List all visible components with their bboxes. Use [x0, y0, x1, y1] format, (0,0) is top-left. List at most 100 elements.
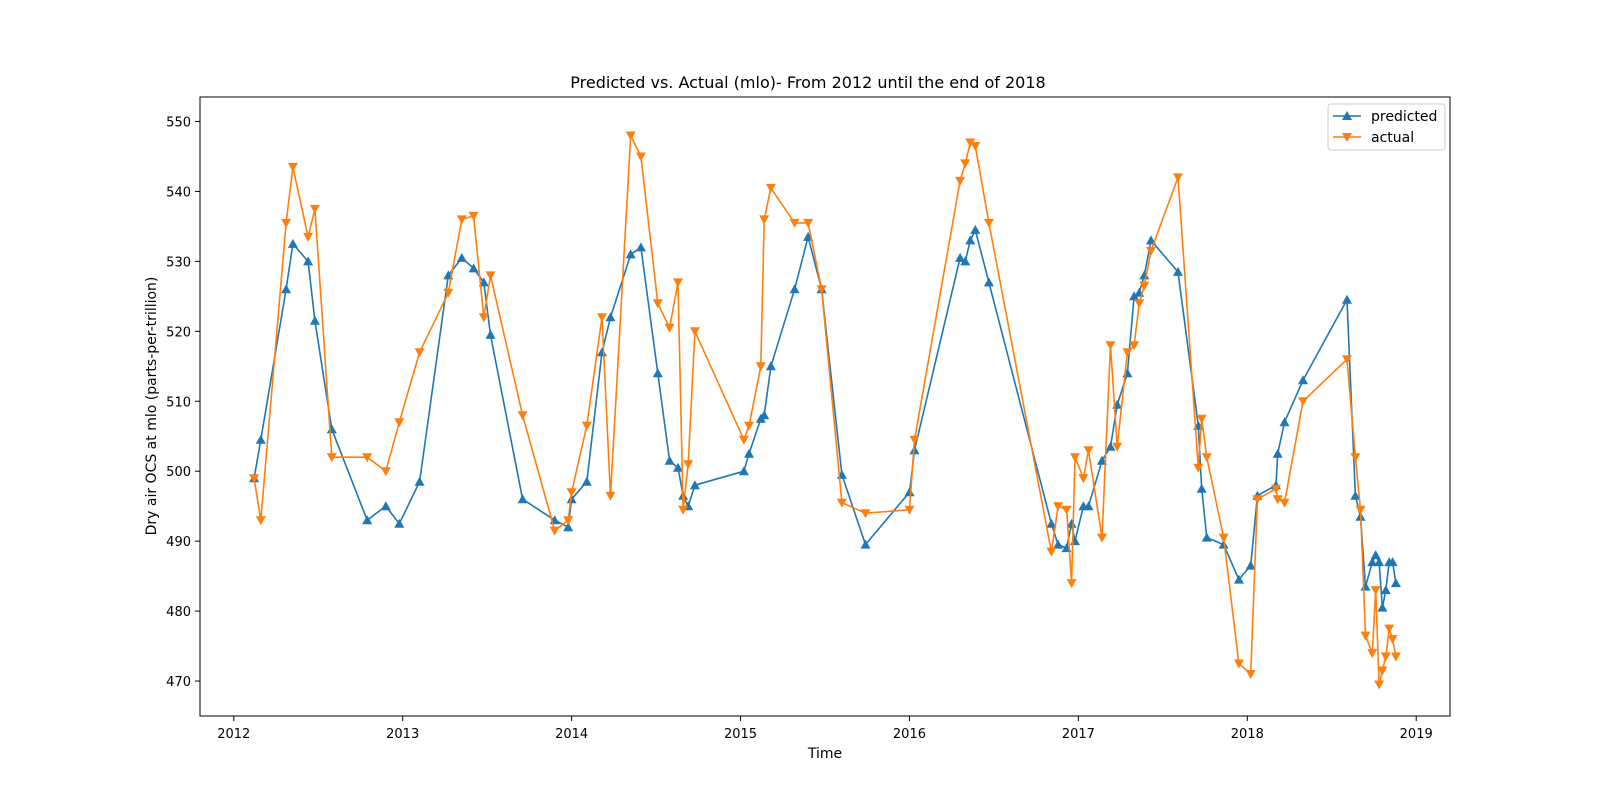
series-layer	[249, 131, 1401, 690]
predicted-point	[581, 476, 592, 486]
actual-point	[517, 411, 528, 421]
actual-point	[1370, 586, 1381, 596]
y-tick-label: 480	[166, 605, 191, 620]
actual-point	[1129, 341, 1140, 351]
actual-point	[1053, 502, 1064, 512]
actual-point	[689, 327, 700, 337]
predicted-point	[673, 462, 683, 472]
actual-point	[1367, 649, 1378, 659]
actual-point	[1252, 495, 1263, 505]
actual-point	[678, 505, 689, 515]
y-axis-label: Dry air OCS at mlo (parts-per-trillion)	[144, 277, 160, 536]
actual-point	[683, 460, 694, 470]
predicted-point	[1298, 375, 1308, 385]
predicted-point	[1370, 550, 1381, 560]
predicted-point	[689, 480, 700, 490]
actual-point	[566, 488, 577, 498]
actual-point	[816, 285, 827, 295]
actual-point	[789, 218, 800, 228]
predicted-point	[605, 312, 616, 322]
actual-point	[281, 218, 292, 228]
predicted-point	[287, 238, 298, 248]
actual-point	[909, 435, 920, 445]
predicted-point	[563, 522, 574, 532]
predicted-point	[1374, 557, 1385, 567]
x-tick-label: 2013	[386, 727, 419, 742]
predicted-point	[625, 249, 636, 259]
axis-layer: 2012 2013 2014 2015 2016 2017 2018 2019 470 480 49…	[166, 115, 1433, 742]
actual-point	[1355, 505, 1366, 515]
y-tick-label: 530	[166, 255, 191, 270]
predicted-point	[759, 410, 770, 420]
legend: predicted actual	[1327, 103, 1446, 151]
actual-point	[1046, 547, 1057, 557]
predicted-point	[1367, 557, 1378, 567]
actual-point	[468, 211, 479, 221]
x-axis-label: Time	[807, 746, 842, 762]
actual-point	[581, 421, 592, 431]
actual-point	[1374, 680, 1385, 690]
predicted-point	[1173, 266, 1183, 276]
actual-point	[1298, 397, 1308, 407]
predicted-point	[1066, 518, 1077, 528]
actual-point	[597, 313, 607, 323]
predicted-point	[1272, 448, 1283, 458]
predicted-point	[478, 277, 489, 287]
actual-point	[1105, 341, 1116, 351]
x-tick-label: 2017	[1062, 727, 1095, 742]
chart-title: Predicted vs. Actual (mlo)- From 2012 un…	[570, 73, 1045, 92]
actual-point	[1196, 414, 1207, 424]
actual-point	[955, 176, 966, 186]
predicted-point	[1196, 483, 1207, 493]
actual-point	[673, 278, 683, 288]
predicted-point	[652, 368, 663, 378]
predicted-point	[955, 252, 966, 262]
predicted-point	[965, 235, 976, 245]
actual-point	[1193, 463, 1204, 473]
predicted-point	[789, 284, 800, 294]
actual-point	[759, 215, 770, 225]
actual-point	[983, 218, 994, 228]
actual-point	[904, 505, 915, 515]
actual-point	[394, 418, 405, 428]
legend-predicted-marker	[1342, 111, 1352, 120]
y-tick-label: 520	[166, 325, 191, 340]
x-tick-label: 2016	[893, 727, 926, 742]
actual-point	[1279, 498, 1290, 508]
actual-point	[744, 421, 754, 431]
actual-point	[652, 299, 663, 309]
actual-point	[326, 453, 337, 463]
actual-point	[605, 491, 616, 501]
predicted-point	[394, 518, 405, 528]
predicted-point	[1053, 539, 1064, 549]
predicted-point	[664, 455, 675, 465]
actual-point	[287, 162, 298, 172]
legend-predicted-label: predicted	[1371, 109, 1437, 125]
actual-point	[1272, 495, 1283, 505]
predicted-point	[309, 315, 320, 325]
predicted-point	[303, 256, 314, 266]
predicted-point	[1245, 560, 1256, 570]
actual-point	[1066, 579, 1077, 589]
actual-point	[836, 498, 847, 508]
actual-point	[414, 348, 425, 358]
actual-point	[309, 204, 320, 214]
actual-point	[1360, 631, 1371, 641]
actual-point	[803, 218, 814, 228]
actual-point	[1078, 474, 1089, 484]
actual-point	[1112, 442, 1123, 452]
predicted-point	[468, 263, 479, 273]
actual-point	[1377, 666, 1388, 676]
predicted-point	[904, 487, 915, 497]
predicted-point	[1342, 294, 1352, 304]
actual-point	[1083, 446, 1094, 456]
actual-point	[860, 509, 871, 519]
predicted-point	[1390, 578, 1401, 588]
actual-point	[549, 526, 560, 536]
predicted-point	[1105, 441, 1116, 451]
predicted-point	[635, 242, 646, 252]
actual-point	[380, 467, 391, 477]
predicted-point	[1380, 585, 1391, 595]
actual-point	[664, 323, 675, 333]
